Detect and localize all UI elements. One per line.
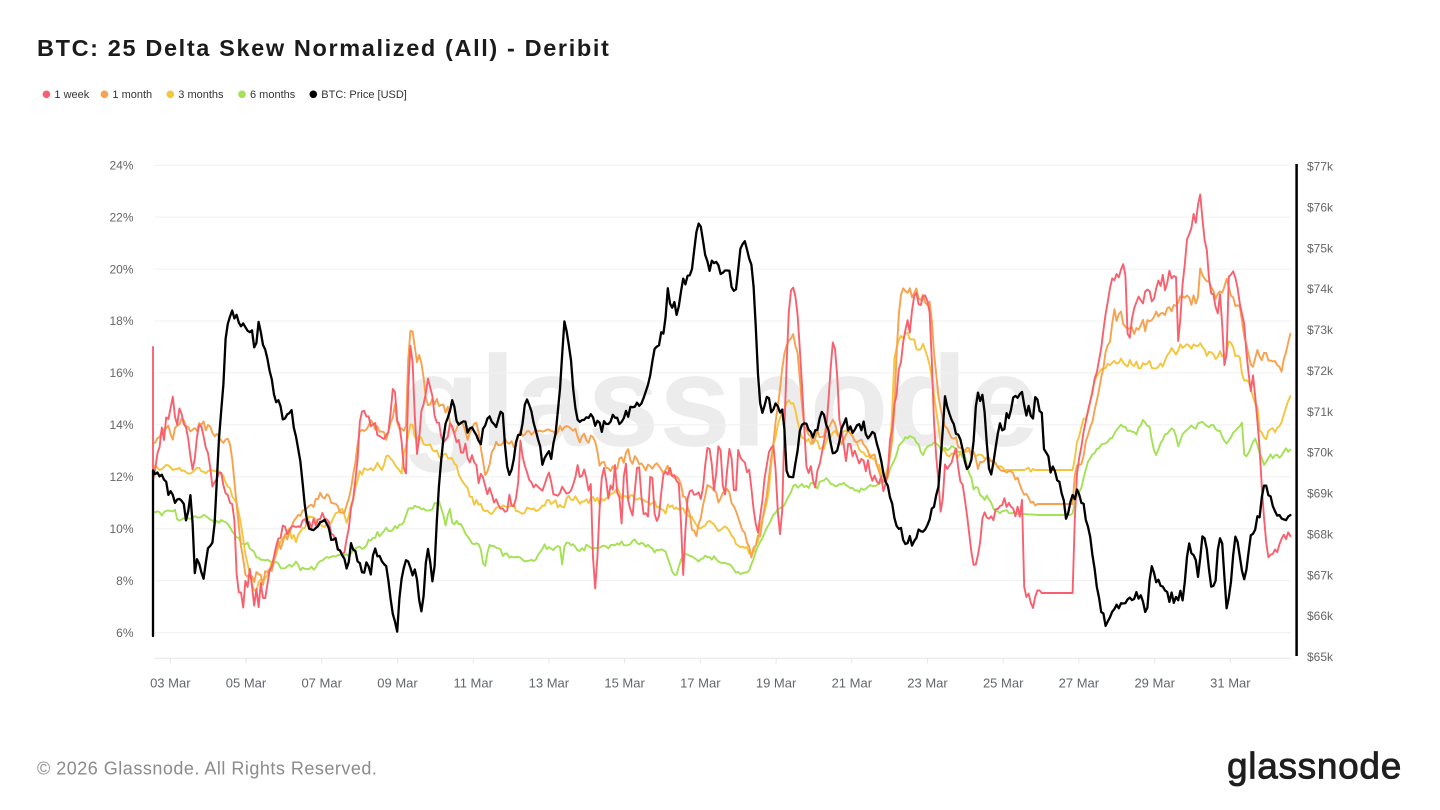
svg-text:29 Mar: 29 Mar (1134, 676, 1175, 691)
svg-text:07 Mar: 07 Mar (301, 676, 342, 691)
svg-text:19 Mar: 19 Mar (756, 676, 797, 691)
svg-text:$69k: $69k (1307, 487, 1334, 501)
svg-text:03 Mar: 03 Mar (150, 676, 191, 691)
svg-text:$72k: $72k (1307, 364, 1334, 378)
svg-text:$70k: $70k (1307, 446, 1334, 460)
svg-text:10%: 10% (109, 522, 133, 536)
svg-text:21 Mar: 21 Mar (832, 676, 873, 691)
svg-text:13 Mar: 13 Mar (529, 676, 570, 691)
svg-text:17 Mar: 17 Mar (680, 676, 721, 691)
svg-text:$66k: $66k (1307, 609, 1334, 623)
svg-text:22%: 22% (109, 210, 133, 224)
svg-text:$68k: $68k (1307, 527, 1334, 541)
svg-text:$76k: $76k (1307, 200, 1334, 214)
svg-text:16%: 16% (109, 366, 133, 380)
svg-text:05 Mar: 05 Mar (226, 676, 267, 691)
svg-text:3 months: 3 months (178, 89, 224, 101)
svg-text:6 months: 6 months (250, 89, 296, 101)
svg-text:glassnode: glassnode (1227, 746, 1402, 787)
svg-text:6%: 6% (116, 626, 134, 640)
svg-text:BTC: Price [USD]: BTC: Price [USD] (321, 89, 407, 101)
svg-text:1 week: 1 week (54, 89, 89, 101)
svg-text:© 2026 Glassnode. All Rights R: © 2026 Glassnode. All Rights Reserved. (37, 759, 377, 779)
svg-text:BTC: 25 Delta Skew Normalized: BTC: 25 Delta Skew Normalized (All) - De… (37, 35, 610, 61)
svg-text:31 Mar: 31 Mar (1210, 676, 1251, 691)
svg-text:20%: 20% (109, 262, 133, 276)
svg-text:$74k: $74k (1307, 282, 1334, 296)
svg-text:1 month: 1 month (112, 89, 152, 101)
svg-text:12%: 12% (109, 470, 133, 484)
svg-text:09 Mar: 09 Mar (377, 676, 418, 691)
svg-text:$75k: $75k (1307, 241, 1334, 255)
svg-text:18%: 18% (109, 314, 133, 328)
svg-text:$67k: $67k (1307, 568, 1334, 582)
svg-text:27 Mar: 27 Mar (1059, 676, 1100, 691)
svg-text:$77k: $77k (1307, 160, 1334, 174)
svg-text:$73k: $73k (1307, 323, 1334, 337)
svg-text:23 Mar: 23 Mar (907, 676, 948, 691)
svg-text:8%: 8% (116, 574, 134, 588)
svg-text:11 Mar: 11 Mar (453, 676, 493, 691)
svg-text:24%: 24% (109, 158, 133, 172)
svg-text:25 Mar: 25 Mar (983, 676, 1024, 691)
svg-text:14%: 14% (109, 418, 133, 432)
svg-text:15 Mar: 15 Mar (604, 676, 645, 691)
svg-text:$71k: $71k (1307, 405, 1334, 419)
svg-text:$65k: $65k (1307, 650, 1334, 664)
